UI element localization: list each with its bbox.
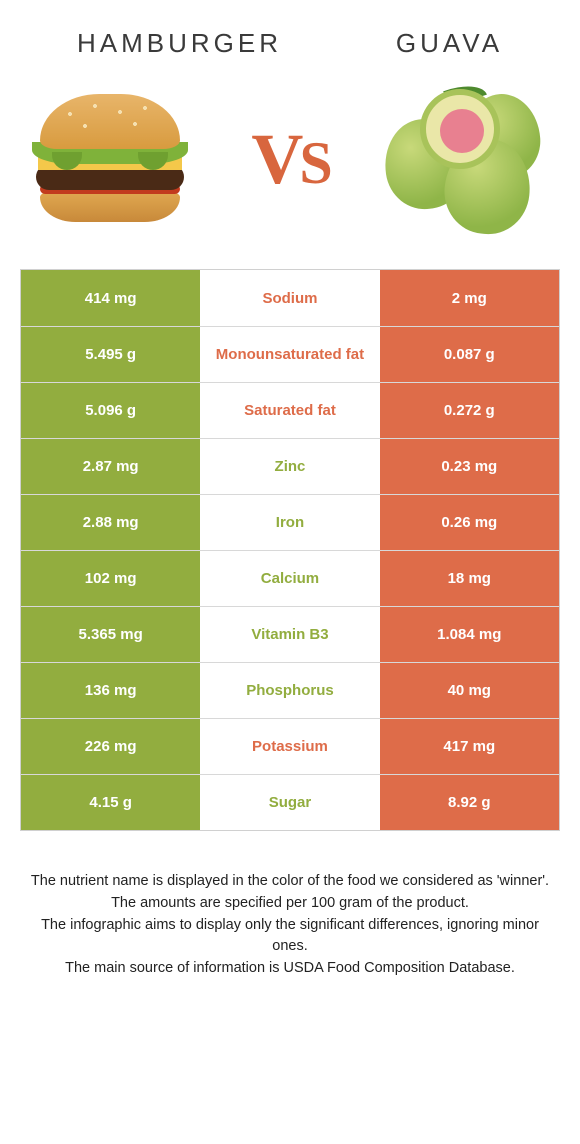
footer-line: The amounts are specified per 100 gram o… [30, 893, 550, 915]
nutrient-label: Iron [200, 495, 379, 550]
left-value: 2.87 mg [21, 439, 200, 494]
left-value: 5.495 g [21, 327, 200, 382]
left-value: 4.15 g [21, 775, 200, 830]
nutrient-label: Zinc [200, 439, 379, 494]
right-value: 1.084 mg [380, 607, 559, 662]
header: Hamburger Guava [0, 0, 580, 69]
table-row: 414 mgSodium2 mg [21, 270, 559, 326]
left-value: 5.365 mg [21, 607, 200, 662]
table-row: 5.495 gMonounsaturated fat0.087 g [21, 326, 559, 382]
table-row: 136 mgPhosphorus40 mg [21, 662, 559, 718]
right-value: 8.92 g [380, 775, 559, 830]
table-row: 2.87 mgZinc0.23 mg [21, 438, 559, 494]
table-row: 226 mgPotassium417 mg [21, 718, 559, 774]
nutrient-label: Saturated fat [200, 383, 379, 438]
right-value: 0.272 g [380, 383, 559, 438]
nutrient-label: Calcium [200, 551, 379, 606]
nutrient-label: Phosphorus [200, 663, 379, 718]
vs-label: vs [251, 118, 328, 201]
right-value: 0.087 g [380, 327, 559, 382]
guava-illustration [390, 79, 550, 239]
footer-line: The nutrient name is displayed in the co… [30, 871, 550, 893]
right-value: 2 mg [380, 270, 559, 326]
left-value: 226 mg [21, 719, 200, 774]
footer-notes: The nutrient name is displayed in the co… [0, 831, 580, 1000]
hamburger-illustration [30, 79, 190, 239]
table-row: 4.15 gSugar8.92 g [21, 774, 559, 830]
right-value: 0.26 mg [380, 495, 559, 550]
left-value: 5.096 g [21, 383, 200, 438]
right-value: 18 mg [380, 551, 559, 606]
left-value: 2.88 mg [21, 495, 200, 550]
left-food-title: Hamburger [77, 28, 282, 59]
images-row: vs [0, 69, 580, 269]
left-value: 136 mg [21, 663, 200, 718]
right-value: 0.23 mg [380, 439, 559, 494]
nutrient-table: 414 mgSodium2 mg5.495 gMonounsaturated f… [20, 269, 560, 831]
nutrient-label: Vitamin B3 [200, 607, 379, 662]
nutrient-label: Sodium [200, 270, 379, 326]
right-value: 417 mg [380, 719, 559, 774]
table-row: 5.365 mgVitamin B31.084 mg [21, 606, 559, 662]
footer-line: The main source of information is USDA F… [30, 958, 550, 980]
nutrient-label: Potassium [200, 719, 379, 774]
left-value: 414 mg [21, 270, 200, 326]
nutrient-label: Sugar [200, 775, 379, 830]
left-value: 102 mg [21, 551, 200, 606]
right-food-title: Guava [396, 28, 503, 59]
table-row: 2.88 mgIron0.26 mg [21, 494, 559, 550]
nutrient-label: Monounsaturated fat [200, 327, 379, 382]
table-row: 5.096 gSaturated fat0.272 g [21, 382, 559, 438]
right-value: 40 mg [380, 663, 559, 718]
footer-line: The infographic aims to display only the… [30, 915, 550, 959]
table-row: 102 mgCalcium18 mg [21, 550, 559, 606]
